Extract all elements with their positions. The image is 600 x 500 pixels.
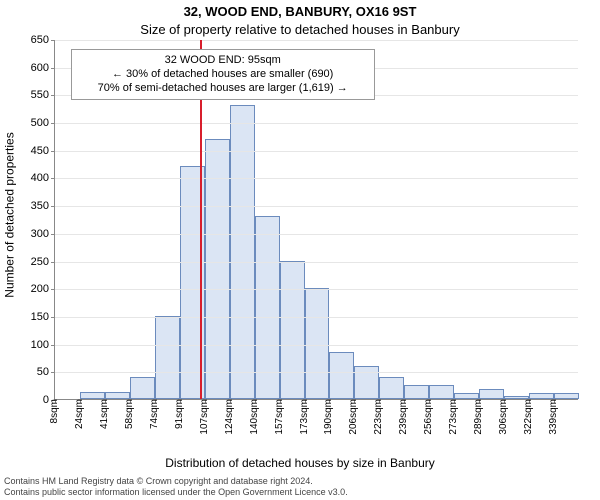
xtick-label: 306sqm <box>498 399 509 435</box>
annotation-box: 32 WOOD END: 95sqm← 30% of detached hous… <box>71 49 375 100</box>
footer-line-1: Contains HM Land Registry data © Crown c… <box>4 476 596 487</box>
ytick-label: 300 <box>31 228 49 240</box>
ytick-label: 600 <box>31 62 49 74</box>
gridline-h <box>55 178 578 179</box>
xtick-label: 58sqm <box>124 399 135 429</box>
histogram-bar <box>354 366 379 399</box>
ytick-mark <box>51 151 55 152</box>
ytick-label: 550 <box>31 89 49 101</box>
gridline-h <box>55 262 578 263</box>
gridline-h <box>55 206 578 207</box>
histogram-bar <box>429 385 454 399</box>
xtick-label: 190sqm <box>323 399 334 435</box>
ytick-mark <box>51 95 55 96</box>
x-axis-label: Distribution of detached houses by size … <box>0 456 600 470</box>
histogram-bar <box>155 316 180 399</box>
annotation-line: ← 30% of detached houses are smaller (69… <box>78 68 368 82</box>
chart-container: 32, WOOD END, BANBURY, OX16 9ST Size of … <box>0 0 600 500</box>
ytick-label: 350 <box>31 200 49 212</box>
xtick-label: 339sqm <box>548 399 559 435</box>
y-axis-label: Number of detached properties <box>2 0 18 430</box>
ytick-mark <box>51 68 55 69</box>
xtick-label: 107sqm <box>199 399 210 435</box>
annotation-line: 70% of semi-detached houses are larger (… <box>78 82 368 96</box>
xtick-label: 74sqm <box>149 399 160 429</box>
ytick-mark <box>51 345 55 346</box>
xtick-label: 24sqm <box>74 399 85 429</box>
xtick-label: 206sqm <box>348 399 359 435</box>
chart-subtitle: Size of property relative to detached ho… <box>0 22 600 37</box>
gridline-h <box>55 151 578 152</box>
ytick-mark <box>51 234 55 235</box>
histogram-bar <box>130 377 155 399</box>
ytick-mark <box>51 123 55 124</box>
histogram-bar <box>479 389 504 399</box>
histogram-bar <box>379 377 404 399</box>
ytick-label: 400 <box>31 172 49 184</box>
xtick-label: 322sqm <box>523 399 534 435</box>
ytick-label: 100 <box>31 339 49 351</box>
histogram-bar <box>404 385 429 399</box>
xtick-label: 157sqm <box>274 399 285 435</box>
ytick-mark <box>51 262 55 263</box>
ytick-mark <box>51 178 55 179</box>
footer-line-2: Contains public sector information licen… <box>4 487 596 498</box>
histogram-bar <box>230 105 255 399</box>
annotation-line: 32 WOOD END: 95sqm <box>78 54 368 68</box>
ytick-mark <box>51 40 55 41</box>
ytick-label: 450 <box>31 145 49 157</box>
xtick-label: 223sqm <box>373 399 384 435</box>
gridline-h <box>55 40 578 41</box>
footer-attribution: Contains HM Land Registry data © Crown c… <box>4 476 596 498</box>
ytick-mark <box>51 289 55 290</box>
histogram-bar <box>329 352 354 399</box>
ytick-label: 500 <box>31 117 49 129</box>
ytick-label: 150 <box>31 311 49 323</box>
xtick-label: 273sqm <box>448 399 459 435</box>
ytick-label: 650 <box>31 34 49 46</box>
xtick-label: 239sqm <box>398 399 409 435</box>
histogram-bar <box>305 288 330 399</box>
xtick-label: 124sqm <box>224 399 235 435</box>
ytick-mark <box>51 372 55 373</box>
histogram-bar <box>80 392 105 399</box>
xtick-label: 256sqm <box>423 399 434 435</box>
gridline-h <box>55 234 578 235</box>
gridline-h <box>55 372 578 373</box>
gridline-h <box>55 289 578 290</box>
xtick-label: 41sqm <box>99 399 110 429</box>
xtick-label: 289sqm <box>473 399 484 435</box>
xtick-label: 173sqm <box>299 399 310 435</box>
ytick-label: 250 <box>31 256 49 268</box>
ytick-label: 200 <box>31 283 49 295</box>
ytick-label: 50 <box>37 366 49 378</box>
xtick-label: 91sqm <box>174 399 185 429</box>
ytick-mark <box>51 206 55 207</box>
gridline-h <box>55 345 578 346</box>
xtick-label: 140sqm <box>249 399 260 435</box>
xtick-label: 8sqm <box>49 399 60 423</box>
histogram-bar <box>280 261 305 399</box>
ytick-mark <box>51 317 55 318</box>
gridline-h <box>55 317 578 318</box>
gridline-h <box>55 123 578 124</box>
histogram-bar <box>105 392 130 399</box>
plot-area: 0501001502002503003504004505005506006508… <box>54 40 578 400</box>
chart-title-address: 32, WOOD END, BANBURY, OX16 9ST <box>0 4 600 19</box>
